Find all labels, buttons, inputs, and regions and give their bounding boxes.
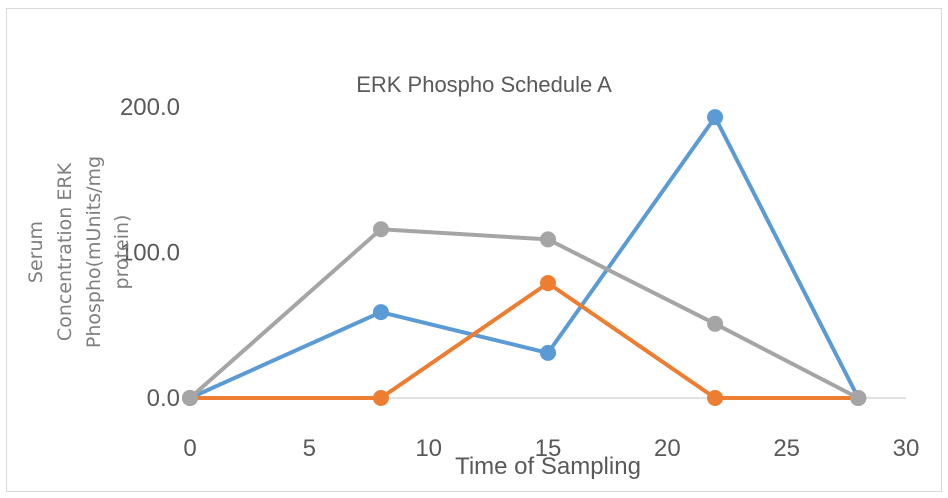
series-2-line: [190, 281, 859, 400]
series-2-point: [372, 390, 389, 406]
x-tick-label: 25: [773, 435, 800, 462]
x-tick-label: 10: [415, 435, 442, 462]
series-1-point: [707, 109, 724, 126]
series-2-point: [707, 390, 724, 406]
y-tick-labels: 0.0 100.0 200.0: [120, 94, 180, 412]
series-group: [182, 109, 867, 406]
series-3-point: [707, 315, 724, 332]
series-3-point: [540, 231, 556, 248]
series-3-point: [372, 221, 389, 238]
y-tick-label: 200.0: [120, 94, 180, 121]
x-tick-labels: 0 5 10 15 20 25 30: [183, 435, 919, 462]
series-3-point: [850, 390, 867, 406]
x-tick-label: 0: [183, 435, 196, 462]
series-3-line: [188, 227, 860, 400]
x-tick-label: 30: [893, 435, 920, 462]
y-axis-title-line: Phospho(mUnits/mg: [83, 156, 105, 348]
series-1-point: [540, 344, 556, 361]
x-tick-label: 20: [654, 435, 681, 462]
y-axis-title-line: Serum: [25, 221, 47, 283]
series-1-line: [189, 115, 861, 400]
x-tick-label: 5: [303, 435, 316, 462]
series-1-point: [372, 304, 389, 321]
x-axis-title: Time of Sampling: [455, 453, 641, 480]
y-axis-title: Serum Concentration ERK Phospho(mUnits/mg p…: [25, 156, 133, 348]
y-axis-title-line: Concentration ERK: [54, 162, 76, 341]
x-tick-label: 15: [535, 435, 562, 462]
y-tick-label: 0.0: [147, 385, 180, 412]
series-3-point: [182, 390, 198, 406]
chart-frame: [6, 8, 942, 492]
y-tick-label: 100.0: [120, 240, 180, 267]
y-axis-title-line: protein): [111, 215, 133, 290]
series-2-point: [540, 275, 556, 292]
chart-title: ERK Phospho Schedule A: [356, 72, 612, 97]
